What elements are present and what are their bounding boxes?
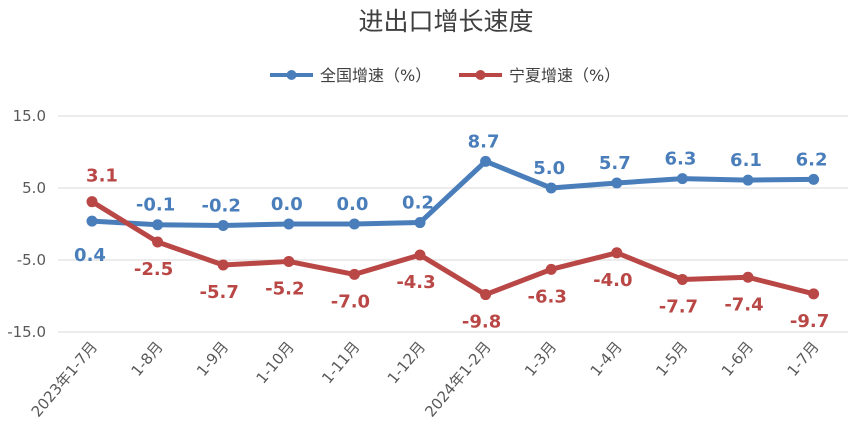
legend-label-ningxia: 宁夏增速（%） (509, 66, 620, 85)
data-point-national (742, 174, 754, 186)
data-label-ningxia: -7.0 (331, 291, 370, 312)
y-tick-label: -5.0 (17, 251, 46, 269)
data-point-national (152, 219, 164, 231)
data-point-national (676, 173, 688, 185)
data-label-national: -0.1 (136, 195, 175, 216)
data-label-national: 5.0 (533, 158, 565, 179)
x-tick-label: 1-3月 (521, 338, 560, 380)
data-point-ningxia (611, 247, 623, 259)
data-label-ningxia: -2.5 (134, 259, 173, 280)
legend-item-ningxia: 宁夏增速（%） (459, 66, 620, 85)
data-point-ningxia (742, 271, 754, 283)
data-label-ningxia: -5.7 (200, 282, 239, 303)
data-point-national (611, 177, 623, 189)
data-label-national: 6.2 (796, 149, 828, 170)
y-tick-label: -15.0 (7, 323, 46, 341)
series-line-national (89, 158, 817, 228)
x-tick-label: 1-7月 (783, 338, 822, 380)
data-label-ningxia: -4.0 (593, 270, 632, 291)
data-label-ningxia: -9.7 (790, 311, 829, 332)
series-line-ningxia (89, 199, 817, 298)
legend-marker-national (286, 70, 297, 80)
x-tick-label: 1-9月 (193, 338, 232, 380)
x-tick-label: 1-10月 (253, 338, 298, 387)
data-point-national (480, 155, 492, 167)
data-label-ningxia: -5.2 (265, 278, 304, 299)
y-tick-label: 15.0 (13, 107, 46, 125)
data-point-national (217, 219, 229, 231)
x-tick-label: 2024年1-2月 (421, 338, 494, 421)
data-label-national: 0.4 (74, 245, 106, 266)
data-point-national (86, 215, 98, 227)
x-tick-label: 1-11月 (318, 338, 363, 387)
x-axis-ticks: 2023年1-7月 1-8月 1-9月 1-10月 1-11月 1-12月2024年1-2… (28, 338, 823, 421)
data-label-national: 8.7 (468, 131, 500, 152)
data-label-national: 0.0 (336, 194, 368, 215)
data-label-ningxia: -4.3 (396, 272, 435, 293)
data-label-national: -0.2 (202, 195, 241, 216)
legend: 全国增速（%） 宁夏增速（%） (270, 66, 620, 85)
data-point-national (348, 218, 360, 230)
x-tick-label: 1-8月 (127, 338, 166, 380)
data-point-ningxia (283, 255, 295, 267)
x-tick-label: 1-6月 (718, 338, 757, 380)
data-point-national (545, 182, 557, 194)
data-label-national: 6.1 (730, 150, 762, 171)
data-label-ningxia: -7.4 (724, 294, 763, 315)
data-point-ningxia (217, 259, 229, 271)
data-point-ningxia (152, 236, 164, 248)
data-label-ningxia: -7.7 (659, 296, 698, 317)
data-labels: 0.4 -0.1 -0.2 0.0 0.0 0.2 8.7 5.0 5.7 6.3 6.1 6.2 3.… (74, 131, 829, 332)
data-point-ningxia (480, 289, 492, 301)
data-label-ningxia: 3.1 (86, 166, 118, 187)
x-tick-label: 1-4月 (587, 338, 626, 380)
x-tick-label: 2023年1-7月 (28, 338, 101, 421)
y-tick-label: 5.0 (22, 179, 46, 197)
data-label-ningxia: -6.3 (528, 286, 567, 307)
legend-label-national: 全国增速（%） (320, 66, 431, 85)
legend-item-national: 全国增速（%） (270, 66, 431, 85)
gridlines (58, 115, 848, 333)
series-lines (86, 155, 820, 301)
data-point-ningxia (414, 249, 426, 261)
data-label-ningxia: -9.8 (462, 312, 501, 333)
legend-marker-ningxia (475, 70, 486, 80)
data-label-national: 0.2 (402, 193, 434, 214)
data-point-ningxia (676, 273, 688, 285)
data-point-national (283, 218, 295, 230)
data-point-ningxia (545, 263, 557, 275)
data-point-ningxia (348, 268, 360, 280)
data-label-national: 0.0 (271, 194, 303, 215)
data-point-ningxia (808, 288, 820, 300)
data-point-ningxia (86, 196, 98, 208)
y-axis-ticks: 15.0 5.0 -5.0 -15.0 (7, 107, 46, 341)
data-label-national: 5.7 (599, 153, 631, 174)
data-point-national (414, 217, 426, 229)
x-tick-label: 1-5月 (652, 338, 691, 380)
chart-title: 进出口增长速度 (358, 7, 533, 36)
x-tick-label: 1-12月 (384, 338, 429, 387)
data-label-national: 6.3 (664, 149, 696, 170)
data-point-national (808, 173, 820, 185)
